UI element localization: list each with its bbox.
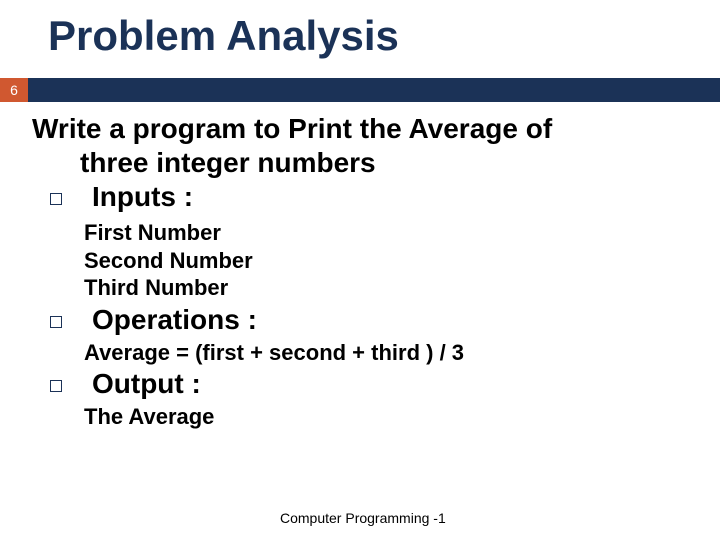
footer-text: Computer Programming -1 — [280, 510, 446, 526]
square-bullet-icon — [50, 380, 62, 392]
square-bullet-icon — [50, 316, 62, 328]
header-bar-fill — [28, 78, 720, 102]
operations-section: Operations : — [32, 304, 696, 336]
prompt-line-1: Write a program to Print the Average of — [32, 112, 696, 146]
header-bar: 6 — [0, 78, 720, 102]
list-item: Second Number — [84, 247, 696, 275]
slide-title: Problem Analysis — [0, 0, 720, 60]
list-item: Third Number — [84, 274, 696, 302]
operations-detail: Average = (first + second + third ) / 3 — [32, 340, 696, 366]
inputs-section: Inputs : — [32, 181, 696, 213]
content-area: Write a program to Print the Average of … — [0, 102, 720, 430]
square-bullet-icon — [50, 193, 62, 205]
slide-number-badge: 6 — [0, 78, 28, 102]
list-item: First Number — [84, 219, 696, 247]
output-label: Output : — [62, 368, 201, 400]
output-section: Output : — [32, 368, 696, 400]
prompt-line-2: three integer numbers — [32, 146, 696, 180]
inputs-label: Inputs : — [62, 181, 193, 213]
operations-label: Operations : — [62, 304, 257, 336]
inputs-list: First Number Second Number Third Number — [32, 219, 696, 302]
output-detail: The Average — [32, 404, 696, 430]
